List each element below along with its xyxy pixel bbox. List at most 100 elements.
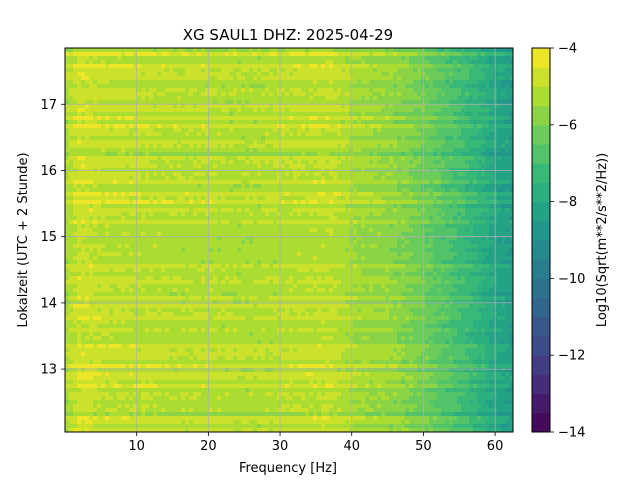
spectrogram-cell xyxy=(213,196,218,201)
spectrogram-cell xyxy=(177,68,182,73)
spectrogram-cell xyxy=(417,172,422,177)
spectrogram-cell xyxy=(413,128,418,133)
spectrogram-cell xyxy=(365,172,370,177)
spectrogram-cell xyxy=(353,120,358,125)
spectrogram-cell xyxy=(341,172,346,177)
spectrogram-cell xyxy=(225,204,230,209)
spectrogram-cell xyxy=(329,140,334,145)
spectrogram-cell xyxy=(101,72,106,77)
spectrogram-cell xyxy=(121,164,126,169)
spectrogram-cell xyxy=(173,80,178,85)
spectrogram-cell xyxy=(289,224,294,229)
spectrogram-cell xyxy=(125,112,130,117)
spectrogram-cell xyxy=(301,108,306,113)
spectrogram-cell xyxy=(245,60,250,65)
spectrogram-cell xyxy=(181,148,186,153)
spectrogram-cell xyxy=(401,216,406,221)
spectrogram-cell xyxy=(485,220,490,225)
spectrogram-cell xyxy=(229,140,234,145)
spectrogram-cell xyxy=(145,128,150,133)
spectrogram-cell xyxy=(197,148,202,153)
spectrogram-cell xyxy=(121,100,126,105)
spectrogram-cell xyxy=(141,192,146,197)
spectrogram-cell xyxy=(113,156,118,161)
spectrogram-cell xyxy=(261,204,266,209)
spectrogram-cell xyxy=(361,100,366,105)
spectrogram-cell xyxy=(293,180,298,185)
spectrogram-cell xyxy=(249,156,254,161)
spectrogram-cell xyxy=(429,72,434,77)
spectrogram-cell xyxy=(65,196,70,201)
spectrogram-cell xyxy=(117,172,122,177)
spectrogram-cell xyxy=(89,84,94,89)
spectrogram-cell xyxy=(433,116,438,121)
spectrogram-cell xyxy=(397,128,402,133)
spectrogram-cell xyxy=(329,188,334,193)
spectrogram-cell xyxy=(185,176,190,181)
spectrogram-cell xyxy=(233,184,238,189)
spectrogram-cell xyxy=(485,52,490,57)
spectrogram-cell xyxy=(465,164,470,169)
spectrogram-cell xyxy=(157,148,162,153)
spectrogram-cell xyxy=(389,156,394,161)
spectrogram-cell xyxy=(165,196,170,201)
spectrogram-cell xyxy=(405,68,410,73)
spectrogram-cell xyxy=(441,128,446,133)
spectrogram-cell xyxy=(165,220,170,225)
spectrogram-cell xyxy=(365,116,370,121)
spectrogram-cell xyxy=(377,100,382,105)
spectrogram-cell xyxy=(65,72,70,77)
spectrogram-cell xyxy=(125,196,130,201)
spectrogram-cell xyxy=(101,188,106,193)
spectrogram-cell xyxy=(69,192,74,197)
spectrogram-cell xyxy=(321,204,326,209)
spectrogram-cell xyxy=(189,60,194,65)
spectrogram-cell xyxy=(213,60,218,65)
spectrogram-cell xyxy=(437,176,442,181)
spectrogram-cell xyxy=(221,96,226,101)
spectrogram-cell xyxy=(365,96,370,101)
spectrogram-cell xyxy=(365,204,370,209)
spectrogram-cell xyxy=(189,188,194,193)
spectrogram-cell xyxy=(481,200,486,205)
spectrogram-cell xyxy=(197,76,202,81)
spectrogram-cell xyxy=(489,60,494,65)
spectrogram-cell xyxy=(381,72,386,77)
spectrogram-cell xyxy=(105,76,110,81)
spectrogram-cell xyxy=(465,84,470,89)
spectrogram-cell xyxy=(101,152,106,157)
spectrogram-cell xyxy=(381,84,386,89)
spectrogram-cell xyxy=(357,100,362,105)
spectrogram-cell xyxy=(373,128,378,133)
spectrogram-cell xyxy=(221,148,226,153)
spectrogram-cell xyxy=(185,184,190,189)
spectrogram-cell xyxy=(197,104,202,109)
spectrogram-cell xyxy=(457,132,462,137)
spectrogram-cell xyxy=(193,112,198,117)
spectrogram-cell xyxy=(237,176,242,181)
spectrogram-cell xyxy=(465,172,470,177)
spectrogram-cell xyxy=(509,152,513,157)
spectrogram-cell xyxy=(217,120,222,125)
spectrogram-cell xyxy=(505,80,510,85)
spectrogram-cell xyxy=(413,188,418,193)
spectrogram-cell xyxy=(405,196,410,201)
spectrogram-cell xyxy=(409,152,414,157)
spectrogram-cell xyxy=(157,160,162,165)
spectrogram-cell xyxy=(97,80,102,85)
spectrogram-cell xyxy=(373,188,378,193)
spectrogram-cell xyxy=(373,116,378,121)
spectrogram-cell xyxy=(181,172,186,177)
spectrogram-cell xyxy=(237,196,242,201)
spectrogram-cell xyxy=(157,72,162,77)
spectrogram-cell xyxy=(205,80,210,85)
spectrogram-cell xyxy=(413,88,418,93)
spectrogram-cell xyxy=(265,164,270,169)
spectrogram-cell xyxy=(221,224,226,229)
spectrogram-cell xyxy=(117,52,122,57)
spectrogram-cell xyxy=(373,136,378,141)
spectrogram-cell xyxy=(461,164,466,169)
spectrogram-cell xyxy=(349,56,354,61)
spectrogram-cell xyxy=(149,224,154,229)
spectrogram-cell xyxy=(117,152,122,157)
